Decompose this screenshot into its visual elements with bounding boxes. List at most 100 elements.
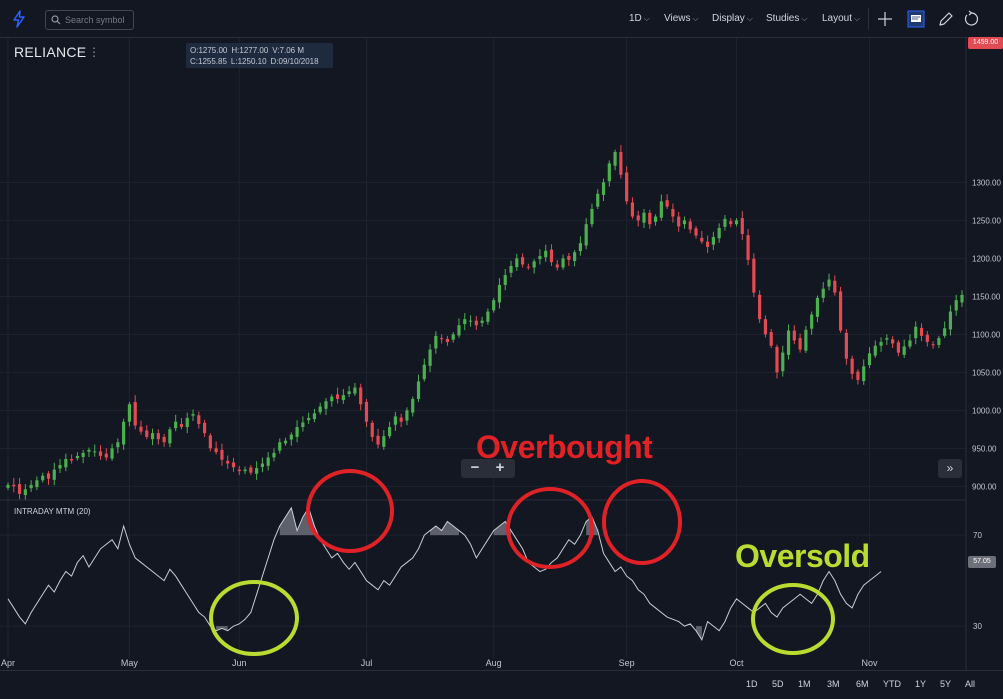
range-5d-button[interactable]: 5D xyxy=(772,679,784,689)
zoom-in-button[interactable]: + xyxy=(495,459,505,476)
candle-body xyxy=(341,395,345,401)
candle-body xyxy=(312,413,317,420)
candle-body xyxy=(948,311,953,330)
candle-body xyxy=(665,200,669,207)
range-1d-button[interactable]: 1D xyxy=(746,679,758,689)
crosshair-icon[interactable] xyxy=(876,10,894,28)
candle-body xyxy=(237,469,241,472)
price-axis: 1300.00 1250.00 1200.00 1150.00 1100.00 1050.… xyxy=(972,178,1001,491)
candle-body xyxy=(133,401,137,426)
candle-body xyxy=(451,334,455,340)
candle-body xyxy=(12,484,16,487)
candle-body xyxy=(405,410,409,421)
display-menu[interactable]: Display ⌵ xyxy=(712,13,753,24)
candle-body xyxy=(231,462,236,468)
candle-body xyxy=(515,258,519,268)
candle-body xyxy=(520,257,525,265)
candle-body xyxy=(191,414,195,416)
candle-body xyxy=(555,264,559,268)
mtm-tick-label: 30 xyxy=(973,622,982,631)
more-vertical-icon[interactable]: ⋮ xyxy=(88,45,100,59)
candle-body xyxy=(168,429,172,444)
low-value: L:1250.10 xyxy=(230,57,267,66)
candle-body xyxy=(503,275,507,285)
lightning-logo-icon[interactable] xyxy=(10,10,28,28)
symbol-name[interactable]: RELIANCE xyxy=(14,44,87,60)
range-ytd-button[interactable]: YTD xyxy=(883,679,901,689)
studies-menu[interactable]: Studies ⌵ xyxy=(766,13,807,24)
interval-label: 1D xyxy=(629,13,642,24)
overbought-annotation: Overbought xyxy=(476,429,653,465)
candle-body xyxy=(272,452,276,458)
range-1m-button[interactable]: 1M xyxy=(798,679,811,689)
close-value: C:1255.85 xyxy=(190,57,227,66)
candle-body xyxy=(46,473,51,479)
open-value: O:1275.00 xyxy=(190,46,228,55)
range-6m-button[interactable]: 6M xyxy=(856,679,869,689)
pencil-icon[interactable] xyxy=(937,10,955,28)
candle-body xyxy=(110,448,114,459)
views-menu[interactable]: Views ⌵ xyxy=(664,13,699,24)
candle-body xyxy=(139,426,143,432)
overbought-circle xyxy=(306,469,394,553)
candle-body xyxy=(723,218,727,227)
range-5y-button[interactable]: 5Y xyxy=(940,679,952,689)
candle-body xyxy=(301,422,305,428)
candle-body xyxy=(208,435,212,449)
interval-menu[interactable]: 1D ⌵ xyxy=(629,13,650,24)
layout-menu[interactable]: Layout ⌵ xyxy=(822,13,860,24)
time-tick-label: Apr xyxy=(1,658,15,668)
candle-body xyxy=(64,458,68,468)
candle-body xyxy=(625,172,629,202)
candle-body xyxy=(428,349,432,366)
candle-body xyxy=(833,280,837,293)
candle-body xyxy=(919,327,924,336)
candle-body xyxy=(590,208,594,225)
zoom-controls: − + xyxy=(461,459,515,478)
range-3m-button[interactable]: 3M xyxy=(827,679,840,689)
candle-body xyxy=(156,433,160,440)
grid-lines xyxy=(0,38,966,658)
candle-body xyxy=(17,484,22,494)
candle-body xyxy=(6,484,10,488)
candle-body xyxy=(653,216,658,222)
search-box[interactable] xyxy=(45,10,134,30)
views-label: Views xyxy=(664,13,691,24)
candle-body xyxy=(752,258,756,293)
indicator-label[interactable]: INTRADAY MTM (20) xyxy=(14,507,91,516)
candle-body xyxy=(630,202,635,217)
candle-body xyxy=(896,342,900,353)
annotation-icon[interactable] xyxy=(907,10,925,28)
candle-body xyxy=(260,463,264,467)
candle-body xyxy=(214,448,218,453)
candle-body xyxy=(388,427,392,437)
scroll-to-latest-button[interactable]: » xyxy=(938,459,962,478)
mtm-value-badge: 57.05 xyxy=(968,556,996,568)
range-1y-button[interactable]: 1Y xyxy=(915,679,927,689)
candle-body xyxy=(798,338,802,350)
oversold-circle xyxy=(751,583,835,655)
candle-body xyxy=(885,338,889,340)
price-tick-label: 1000.00 xyxy=(972,406,1001,415)
ohlc-legend: O:1275.00 H:1277.00 V:7.06 M C:1255.85 L:12… xyxy=(186,43,333,68)
candle-body xyxy=(382,436,386,447)
layout-label: Layout xyxy=(822,13,853,24)
candle-body xyxy=(960,294,964,303)
undo-icon[interactable] xyxy=(962,10,980,28)
candle-body xyxy=(810,314,814,329)
price-tick-label: 1050.00 xyxy=(972,368,1001,377)
candle-body xyxy=(567,256,571,260)
candle-body xyxy=(873,345,877,356)
candle-body xyxy=(197,415,201,425)
price-chart[interactable]: 1300.00 1250.00 1200.00 1150.00 1100.00 1050.… xyxy=(0,38,1003,670)
candle-body xyxy=(607,163,611,182)
oversold-annotation: Oversold xyxy=(735,538,870,574)
candle-body xyxy=(335,394,340,399)
zoom-out-button[interactable]: − xyxy=(470,459,480,476)
candle-body xyxy=(81,452,85,458)
time-tick-label: Sep xyxy=(619,658,635,668)
search-input[interactable] xyxy=(65,12,131,28)
range-all-button[interactable]: All xyxy=(965,679,976,689)
price-tick-label: 1100.00 xyxy=(972,330,1001,339)
candle-body xyxy=(174,421,178,429)
